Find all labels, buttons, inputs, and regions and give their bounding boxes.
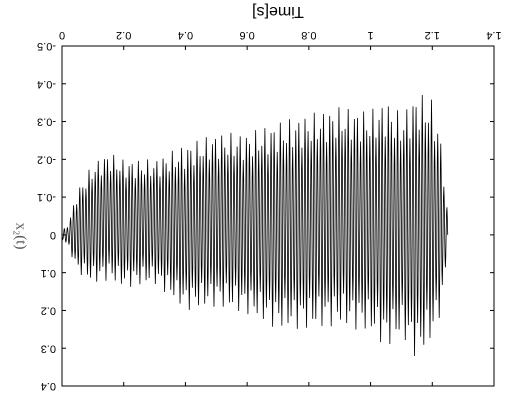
y-tick-label: -0.1 (37, 191, 56, 203)
x-tick-label: 1.4 (486, 29, 501, 41)
x-tick-label: 1 (368, 29, 374, 41)
y-tick-label: -0.4 (37, 78, 56, 90)
y-tick-label: 0.1 (41, 267, 56, 279)
y-tick-label: -0.2 (37, 153, 56, 165)
x-axis-label: Time[s] (252, 3, 304, 20)
y-tick-label: 0.3 (41, 342, 56, 354)
x-tick-label: 0.8 (301, 29, 316, 41)
axis-ticks (61, 45, 495, 387)
x-tick-label: 1.2 (425, 29, 440, 41)
y-tick-label: -0.3 (37, 116, 56, 128)
y-tick-label: 0 (50, 229, 56, 241)
y-axis-label: x₂(t) (13, 223, 29, 250)
x-tick-label: 0 (59, 29, 65, 41)
y-tick-label: -0.5 (37, 40, 56, 52)
x-tick-labels: 0 0.2 0.4 0.6 0.8 1 1.2 1.4 (59, 29, 502, 41)
x-tick-label: 0.2 (116, 29, 131, 41)
y-tick-labels: -0.5 -0.4 -0.3 -0.2 -0.1 0 0.1 0.2 0.3 0.4 (37, 40, 56, 392)
series-line (61, 95, 449, 356)
x-tick-label: 0.6 (239, 29, 254, 41)
x-tick-label: 0.4 (178, 29, 193, 41)
y-tick-label: 0.4 (41, 380, 56, 392)
y-tick-label: 0.2 (41, 305, 56, 317)
